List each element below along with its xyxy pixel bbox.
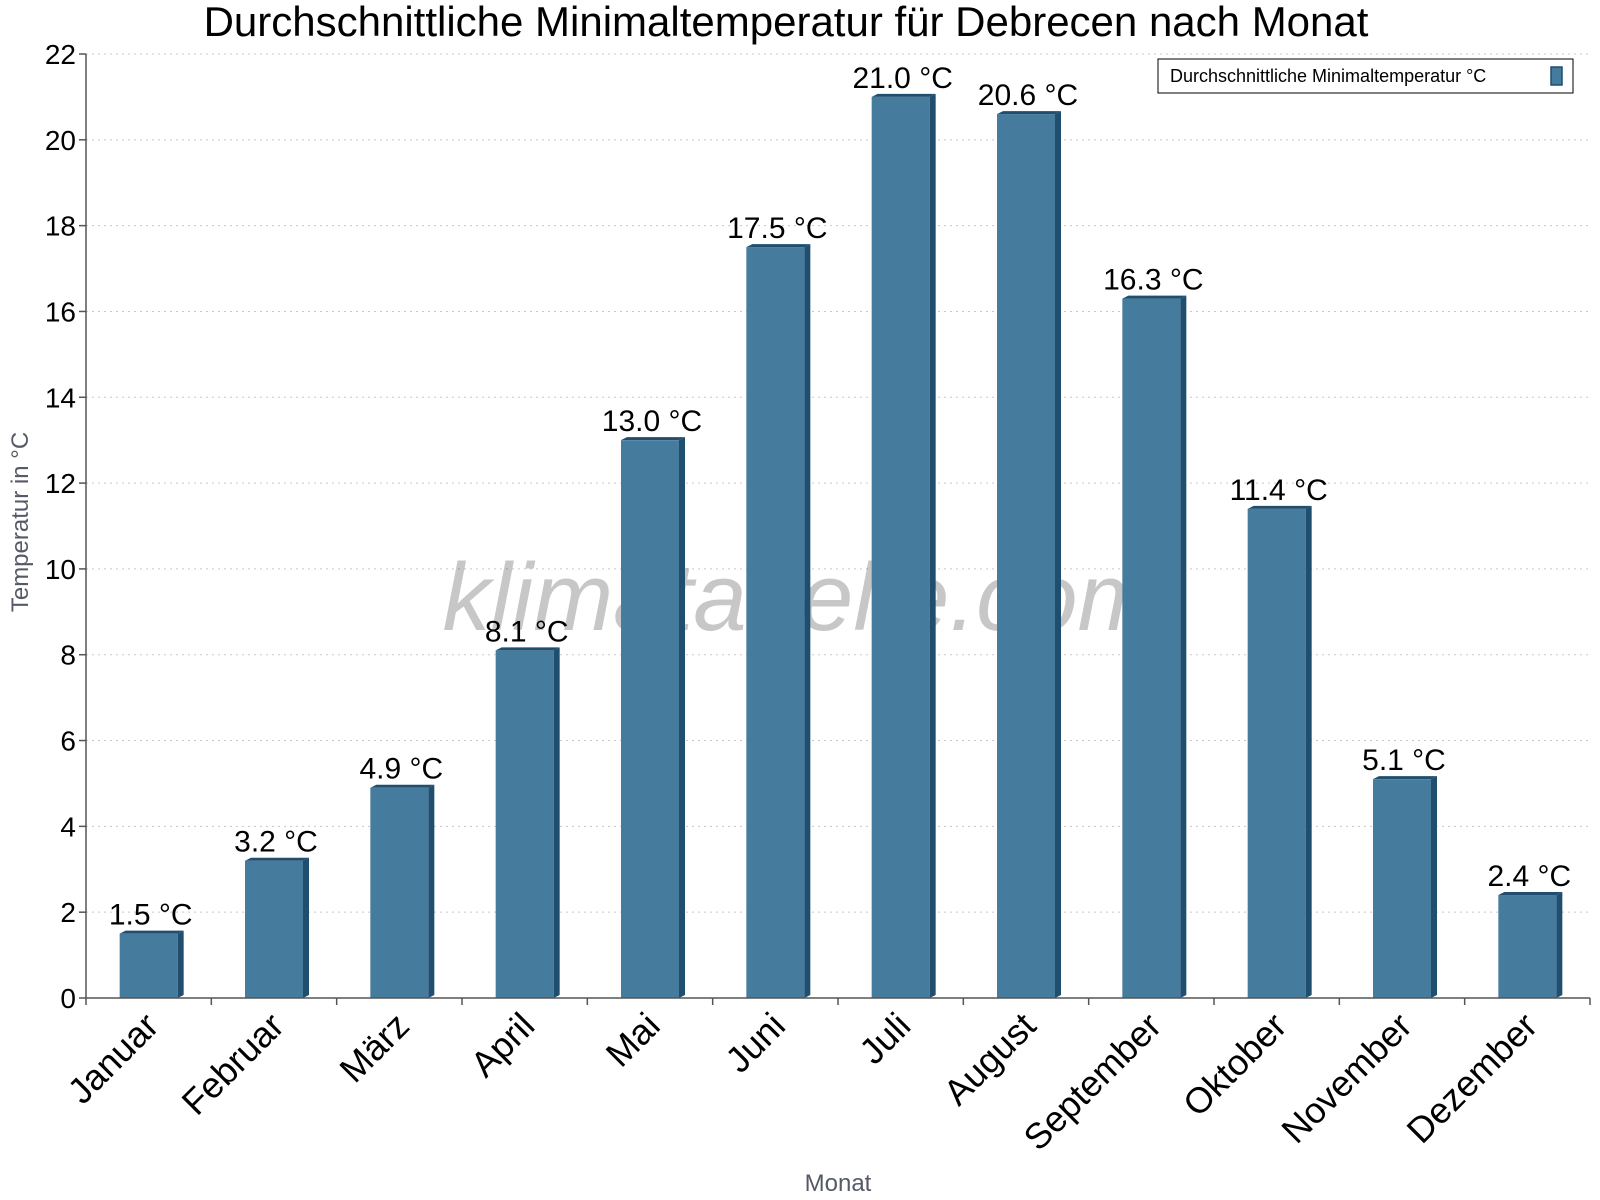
x-tick-label: Dezember <box>1399 1005 1545 1151</box>
bar-value-label: 17.5 °C <box>727 212 827 245</box>
bar-top <box>495 647 560 651</box>
bar <box>1373 779 1431 998</box>
bar-top <box>621 437 685 441</box>
bar-group <box>746 244 811 998</box>
bar <box>746 247 805 998</box>
y-tick-label: 16 <box>45 296 76 327</box>
bar <box>1247 508 1306 998</box>
x-tick-label: August <box>935 1005 1043 1113</box>
bar <box>871 96 930 999</box>
bar-top <box>1247 505 1312 509</box>
bar-value-label: 21.0 °C <box>852 62 952 95</box>
y-tick-label: 0 <box>60 983 76 1014</box>
bar-value-label: 3.2 °C <box>234 826 318 859</box>
bar-side <box>929 93 936 999</box>
bar <box>1498 895 1557 998</box>
x-tick-label: April <box>462 1005 542 1085</box>
bar-top <box>370 784 435 788</box>
bar-value-label: 2.4 °C <box>1487 860 1571 893</box>
bar-top <box>746 244 811 248</box>
bar <box>997 114 1055 998</box>
bar-group <box>1373 776 1437 998</box>
bar <box>119 933 178 998</box>
bar-top <box>997 111 1061 115</box>
y-tick-label: 18 <box>45 211 76 242</box>
bar-value-label: 16.3 °C <box>1103 264 1203 297</box>
y-tick-label: 4 <box>60 811 76 842</box>
y-tick-label: 14 <box>45 382 76 413</box>
bar-group <box>1122 295 1187 999</box>
bar-group <box>871 93 936 999</box>
x-tick-label: November <box>1273 1005 1419 1151</box>
bar-side <box>1180 295 1187 999</box>
y-tick-label: 8 <box>60 640 76 671</box>
bar <box>245 860 303 998</box>
bar-side <box>804 244 811 998</box>
bar-value-label: 11.4 °C <box>1230 474 1328 507</box>
bar-top <box>1122 295 1187 299</box>
x-tick-label: Oktober <box>1175 1005 1295 1125</box>
legend-label: Durchschnittliche Minimaltemperatur °C <box>1170 66 1486 86</box>
bar-value-label: 13.0 °C <box>602 405 702 438</box>
bar-side <box>1556 892 1563 998</box>
bar-side <box>1055 111 1061 998</box>
y-tick-label: 22 <box>45 39 76 70</box>
bar-top <box>1498 892 1563 896</box>
bar-side <box>1431 776 1437 998</box>
x-tick-label: Februar <box>174 1005 292 1123</box>
grid-lines <box>86 53 1590 913</box>
bar-group <box>119 930 184 998</box>
bar-top <box>1373 776 1437 780</box>
bar-value-labels: 1.5 °C 3.2 °C 4.9 °C 8.1 °C 13.0 °C 17.5 °C 21… <box>109 62 1571 932</box>
bar-side <box>1305 505 1312 998</box>
bar-group <box>997 111 1061 998</box>
legend-box <box>1157 58 1574 94</box>
chart-title: Durchschnittliche Minimaltemperatur für … <box>204 0 1369 45</box>
x-tick-label: Juni <box>717 1005 793 1081</box>
bar <box>495 650 554 998</box>
bar-value-label: 4.9 °C <box>359 753 443 786</box>
bar-group <box>1247 505 1312 998</box>
x-tick-label: Mai <box>598 1005 668 1075</box>
x-tick-label: Juli <box>851 1005 918 1072</box>
bar-value-label: 5.1 °C <box>1362 744 1446 777</box>
bar-group <box>1498 892 1563 998</box>
bar <box>621 440 679 998</box>
bar-top <box>871 93 936 97</box>
bar-group <box>621 437 685 998</box>
bars <box>119 93 1563 999</box>
x-axis-title: Monat <box>805 1170 872 1197</box>
bar-group <box>370 784 435 998</box>
bar-top <box>119 930 184 934</box>
bar <box>1122 298 1181 999</box>
bar-value-label: 8.1 °C <box>485 615 569 648</box>
x-tick-label: September <box>1015 1005 1169 1159</box>
y-tick-label: 10 <box>45 554 76 585</box>
bar-side <box>553 647 560 998</box>
x-tick-label: Januar <box>59 1005 166 1112</box>
x-tick-label: März <box>331 1005 417 1091</box>
legend-swatch <box>1550 66 1563 86</box>
bar-top <box>245 857 309 861</box>
bar <box>370 787 429 998</box>
bar-side <box>679 437 685 998</box>
y-tick-label: 12 <box>45 468 76 499</box>
y-tick-label: 2 <box>60 897 76 928</box>
y-tick-label: 6 <box>60 726 76 757</box>
bar-value-label: 1.5 °C <box>109 899 193 932</box>
y-tick-label: 20 <box>45 125 76 156</box>
bar-side <box>177 930 184 998</box>
y-axis-title: Temperatur in °C <box>7 432 34 612</box>
bar-value-label: 20.6 °C <box>978 79 1078 112</box>
bar-side <box>428 784 435 998</box>
legend: Durchschnittliche Minimaltemperatur °C <box>1157 58 1574 94</box>
bar-group <box>495 647 560 998</box>
bar-group <box>245 857 309 998</box>
bar-side <box>303 857 309 998</box>
